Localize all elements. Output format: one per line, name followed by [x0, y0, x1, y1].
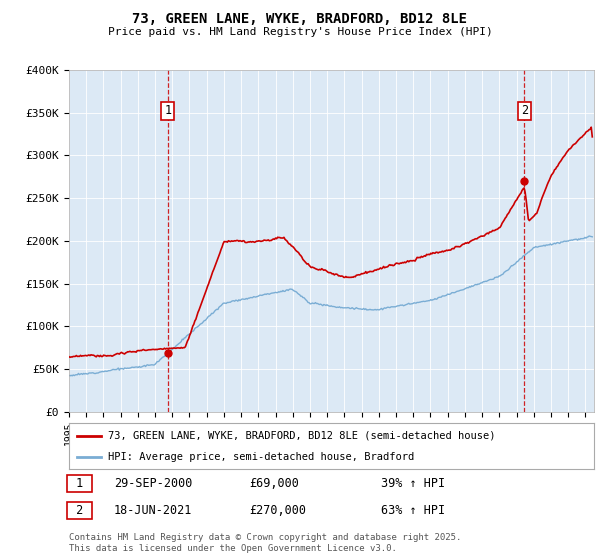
Text: £69,000: £69,000	[249, 477, 299, 490]
Text: 63% ↑ HPI: 63% ↑ HPI	[381, 504, 445, 517]
Text: 2: 2	[521, 105, 528, 118]
Text: 2: 2	[69, 504, 91, 517]
Text: 29-SEP-2000: 29-SEP-2000	[114, 477, 193, 490]
Text: £270,000: £270,000	[249, 504, 306, 517]
Text: 39% ↑ HPI: 39% ↑ HPI	[381, 477, 445, 490]
Text: 73, GREEN LANE, WYKE, BRADFORD, BD12 8LE (semi-detached house): 73, GREEN LANE, WYKE, BRADFORD, BD12 8LE…	[109, 431, 496, 441]
Text: Price paid vs. HM Land Registry's House Price Index (HPI): Price paid vs. HM Land Registry's House …	[107, 27, 493, 37]
Text: 18-JUN-2021: 18-JUN-2021	[114, 504, 193, 517]
Text: 1: 1	[164, 105, 172, 118]
Text: HPI: Average price, semi-detached house, Bradford: HPI: Average price, semi-detached house,…	[109, 452, 415, 462]
Text: Contains HM Land Registry data © Crown copyright and database right 2025.
This d: Contains HM Land Registry data © Crown c…	[69, 533, 461, 553]
Text: 73, GREEN LANE, WYKE, BRADFORD, BD12 8LE: 73, GREEN LANE, WYKE, BRADFORD, BD12 8LE	[133, 12, 467, 26]
Text: 1: 1	[69, 477, 91, 490]
